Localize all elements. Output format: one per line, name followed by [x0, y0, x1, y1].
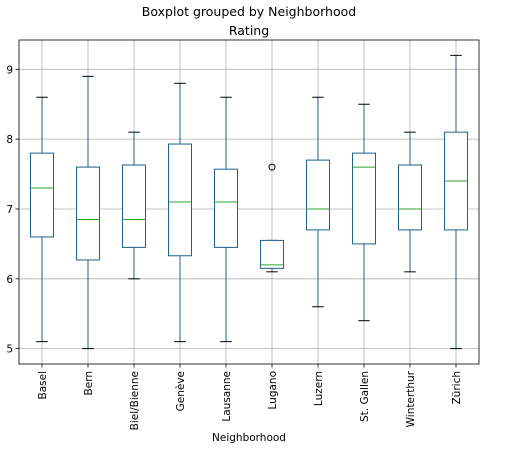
y-tick-label: 9 — [6, 64, 13, 76]
x-tick-label: St. Gallen — [359, 371, 371, 422]
box-group — [214, 96, 238, 343]
box-group — [352, 103, 376, 322]
x-axis-label: Neighborhood — [212, 432, 286, 444]
x-tick-label: Zürich — [451, 371, 463, 405]
x-tick-label: Winterthur — [405, 370, 417, 427]
box-group — [30, 96, 54, 343]
iqr-box — [30, 152, 54, 238]
chart-suptitle: Boxplot grouped by Neighborhood — [142, 4, 356, 19]
x-tick-label: Genève — [175, 371, 187, 411]
x-tick-label: Luzern — [313, 371, 325, 406]
outlier-point — [268, 163, 276, 171]
plot-frame — [18, 39, 480, 365]
box-group — [444, 54, 468, 350]
box-group — [76, 75, 100, 350]
iqr-box — [214, 168, 238, 248]
box-group — [168, 82, 192, 343]
y-tick-label: 5 — [6, 344, 13, 356]
x-tick-label: Bern — [83, 371, 95, 395]
iqr-box — [168, 143, 192, 257]
x-tick-label: Lugano — [267, 371, 279, 410]
box-group — [122, 131, 146, 280]
iqr-box — [260, 239, 284, 269]
y-tick-label: 7 — [6, 204, 13, 216]
iqr-box — [122, 164, 146, 248]
iqr-box — [352, 152, 376, 245]
box-group — [398, 131, 422, 273]
y-tick-label: 8 — [6, 134, 13, 146]
iqr-box — [398, 164, 422, 231]
tick-layer: 5 6 7 8 9 Basel Bern Biel/Bienne Genève Lausanne L… — [6, 64, 463, 430]
box-group — [260, 163, 284, 273]
iqr-box — [76, 166, 100, 261]
x-tick-label: Biel/Bienne — [129, 371, 141, 430]
chart-title: Rating — [229, 23, 269, 38]
x-tick-label: Lausanne — [221, 371, 233, 422]
box-layer — [30, 54, 468, 350]
y-tick-label: 6 — [6, 274, 13, 286]
iqr-box — [306, 159, 330, 231]
x-tick-label: Basel — [37, 371, 49, 400]
box-group — [306, 96, 330, 308]
